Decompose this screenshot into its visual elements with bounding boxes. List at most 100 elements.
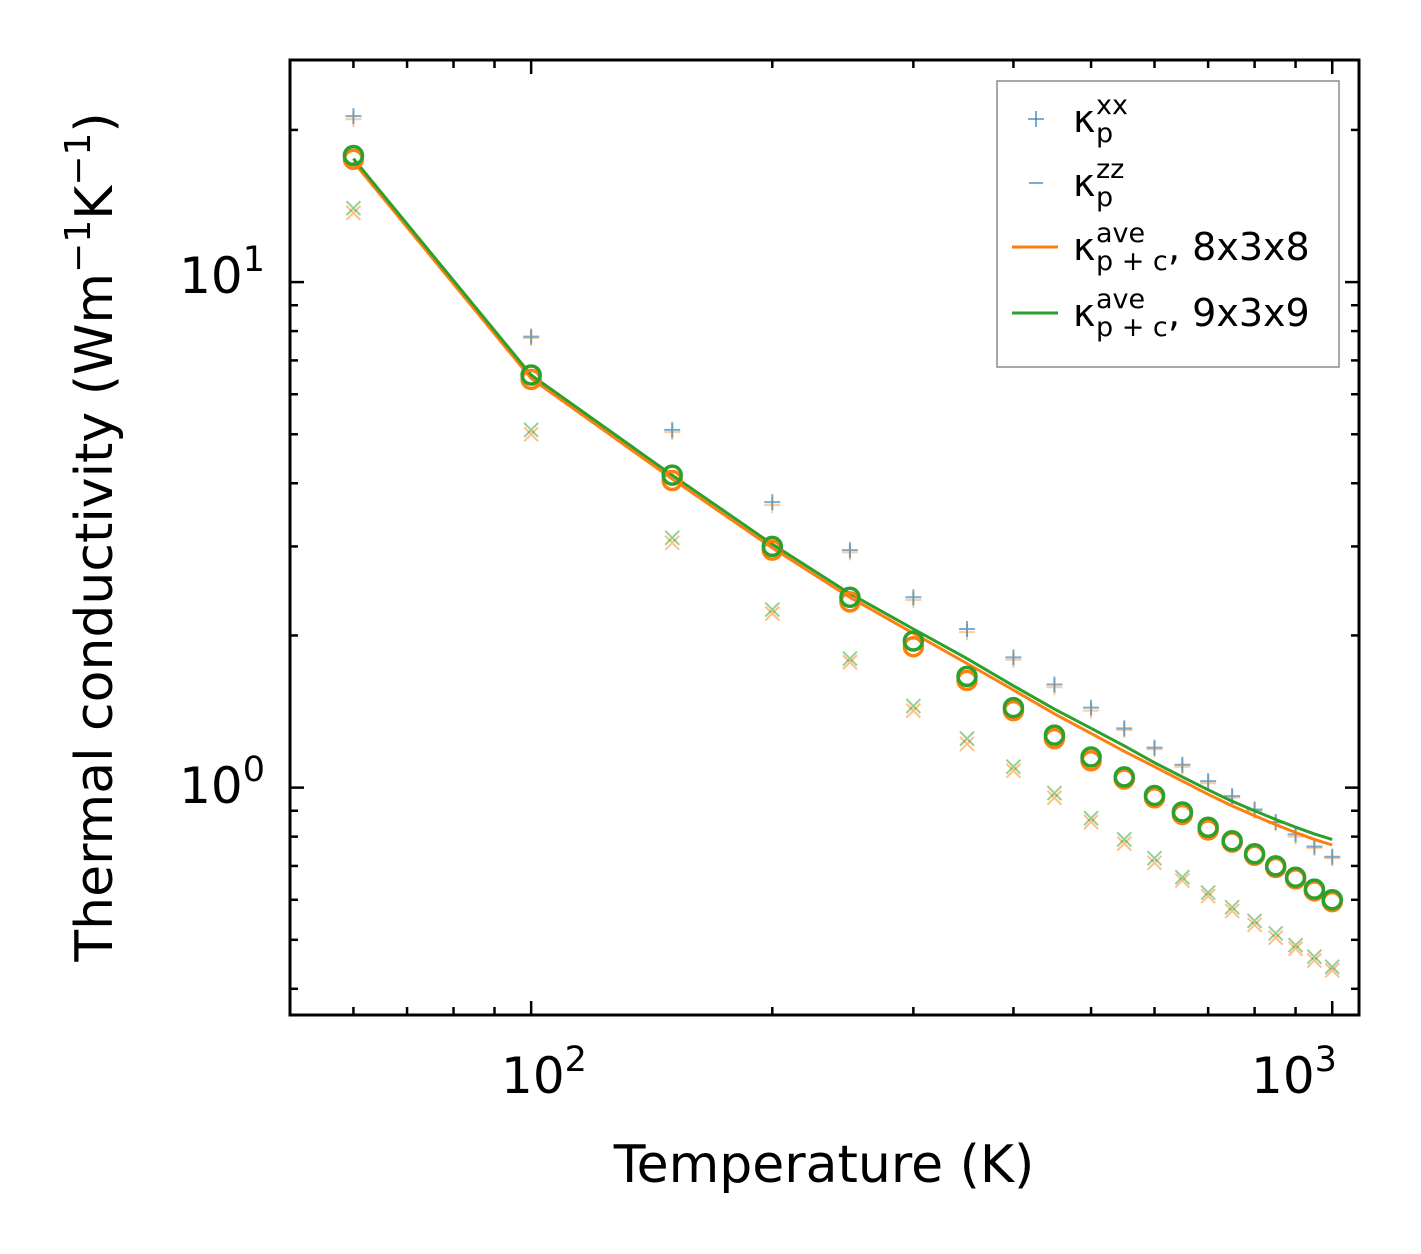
legend-marker-plus	[1028, 111, 1044, 127]
point-kappa_p_ave_9x3x9-650	[1171, 801, 1194, 823]
point-kappa_p_zz_9x3x9-450	[1046, 785, 1063, 801]
x-tick-label-100: 102	[501, 1040, 587, 1105]
point-kappa_p_xx_9x3x9-350	[958, 620, 975, 637]
point-kappa_p_xx_9x3x9-400	[1005, 649, 1022, 666]
point-kappa_p_zz_8x3x8-250	[842, 654, 858, 670]
x-tick-100-base: 10	[501, 1047, 565, 1105]
point-kappa_p_zz_8x3x8-300	[905, 702, 922, 719]
point-kappa_p_xx_9x3x9-650	[1174, 756, 1191, 773]
point-kappa_p_zz_8x3x8-900	[1287, 941, 1304, 957]
point-kappa_p_zz_8x3x8-400	[1005, 763, 1022, 779]
y-axis-label-end: )	[65, 112, 125, 132]
x-tick-100-exp: 2	[565, 1040, 587, 1080]
svg-text:Thermal conductivity (Wm−1K−1): Thermal conductivity (Wm−1K−1)	[58, 112, 125, 962]
y-tick-10-base: 10	[179, 247, 243, 305]
point-kappa_p_zz_9x3x9-750	[1224, 899, 1240, 915]
point-kappa_p_xx_9x3x9-1000	[1324, 848, 1341, 865]
point-kappa_p_zz_8x3x8-450	[1046, 790, 1063, 806]
legend-entry-ave-8x3x8: κave p + c, 8x3x8	[1012, 218, 1310, 277]
point-kappa_p_zz_8x3x8-700	[1200, 888, 1216, 904]
legend-entry-kappa-zz: κzz p	[1029, 154, 1124, 213]
point-kappa_p_zz_8x3x8-950	[1306, 952, 1323, 969]
svg-text:101: 101	[179, 240, 265, 305]
point-kappa_p_ave_9x3x9-450	[1043, 724, 1066, 746]
point-kappa_p_ave_9x3x9-600	[1143, 784, 1166, 807]
plot-frame	[288, 58, 1361, 1017]
point-kappa_p_zz_8x3x8-800	[1246, 917, 1263, 933]
series-line-kappa_p+c_ave_9x3x9	[352, 157, 1333, 841]
x-axis-label: Temperature (K)	[613, 1135, 1035, 1195]
point-kappa_p_ave_9x3x9-750	[1221, 830, 1243, 852]
legend-entry-kappa-xx: κxx p	[1028, 90, 1128, 149]
point-kappa_p_xx_9x3x9-150	[664, 421, 681, 438]
point-kappa_p_zz_9x3x9-60	[345, 200, 362, 216]
legend-entry-ave-9x3x9: κave p + c, 9x3x9	[1012, 284, 1310, 343]
x-tick-1000-exp: 3	[1315, 1040, 1337, 1080]
legend-kappa-zz-sup: zz	[1096, 154, 1124, 185]
svg-text:103: 103	[1251, 1040, 1337, 1105]
point-kappa_p_xx_9x3x9-700	[1200, 773, 1217, 790]
point-kappa_p_zz_9x3x9-1000	[1324, 959, 1340, 975]
point-kappa_p_xx_9x3x9-60	[345, 108, 362, 125]
x-tick-label-1000: 103	[1251, 1040, 1337, 1105]
y-tick-1-base: 10	[179, 757, 243, 815]
point-kappa_p_zz_8x3x8-200	[764, 605, 781, 622]
point-kappa_p_xx_9x3x9-600	[1146, 739, 1163, 756]
point-kappa_p_zz_9x3x9-900	[1287, 937, 1304, 953]
point-kappa_p_zz_8x3x8-650	[1174, 872, 1191, 889]
y-axis-label: Thermal conductivity (Wm−1K−1)	[58, 112, 125, 962]
point-kappa_p_ave_9x3x9-200	[761, 535, 784, 558]
point-kappa_p_zz_8x3x8-600	[1146, 855, 1163, 871]
legend-kappa-ave-8-sup: ave	[1096, 218, 1145, 249]
point-kappa_p_zz_9x3x9-150	[664, 530, 680, 546]
point-kappa_p_zz_8x3x8-850	[1267, 929, 1284, 946]
legend: κxx p κzz p κave p + c, 8x3x8 κave p + c, 9x…	[996, 80, 1340, 368]
point-kappa_p_zz_9x3x9-550	[1116, 831, 1132, 848]
y-axis-label-base: Thermal conductivity (Wm	[65, 273, 125, 963]
y-tick-label-10: 101	[179, 240, 265, 305]
point-kappa_p_zz_9x3x9-950	[1306, 948, 1323, 965]
point-kappa_p_zz_8x3x8-350	[959, 736, 975, 752]
point-kappa_p_xx_9x3x9-550	[1116, 720, 1133, 737]
point-kappa_p_zz_9x3x9-800	[1246, 913, 1263, 929]
point-kappa_p_zz_9x3x9-300	[905, 698, 922, 714]
point-kappa_p_zz_9x3x9-500	[1083, 810, 1099, 826]
point-kappa_p_xx_9x3x9-300	[905, 589, 922, 606]
y-axis-label-exp2: −1	[58, 133, 99, 186]
point-kappa_p_ave_9x3x9-1000	[1321, 889, 1343, 911]
legend-kappa-zz: κ	[1073, 161, 1095, 205]
point-kappa_p_zz_9x3x9-650	[1174, 869, 1191, 885]
point-kappa_p_zz_8x3x8-1000	[1324, 962, 1340, 979]
point-kappa_p_xx_9x3x9-100	[523, 328, 540, 345]
legend-kappa-ave-8-suffix: , 8x3x8	[1168, 225, 1310, 269]
point-kappa_p_ave_9x3x9-800	[1243, 842, 1266, 865]
point-kappa_p_ave_9x3x9-500	[1080, 746, 1102, 768]
legend-kappa-ave-9: κ	[1073, 291, 1095, 335]
point-kappa_p_ave_9x3x9-900	[1284, 866, 1307, 888]
point-kappa_p_ave_9x3x9-850	[1264, 855, 1287, 877]
point-kappa_p_zz_9x3x9-850	[1267, 925, 1284, 942]
point-kappa_p_zz_9x3x9-700	[1200, 884, 1216, 901]
series-kappa_p_zz_8x3x8	[345, 205, 1340, 979]
y-tick-1-exp: 0	[243, 750, 265, 790]
legend-kappa-ave-9-suffix: , 9x3x9	[1168, 291, 1310, 335]
series-kappa_p+c_ave_9x3x9	[352, 157, 1333, 841]
point-kappa_p_ave_9x3x9-300	[902, 630, 925, 652]
legend-frame	[996, 80, 1340, 368]
point-kappa_p_zz_9x3x9-400	[1005, 758, 1022, 775]
point-kappa_p_ave_9x3x9-250	[839, 586, 861, 609]
point-kappa_p_zz_8x3x8-100	[523, 426, 539, 442]
point-kappa_p_ave_9x3x9-150	[661, 464, 683, 486]
legend-kappa-ave-9-sup: ave	[1096, 284, 1145, 315]
point-kappa_p_zz_9x3x9-100	[523, 422, 539, 438]
plot-marks	[342, 108, 1343, 979]
point-kappa_p_ave_9x3x9-950	[1303, 878, 1326, 900]
point-kappa_p_zz_8x3x8-500	[1083, 814, 1099, 830]
point-kappa_p_ave_9x3x9-400	[1002, 696, 1025, 719]
legend-kappa-ave-9-sub: p + c	[1096, 312, 1168, 343]
